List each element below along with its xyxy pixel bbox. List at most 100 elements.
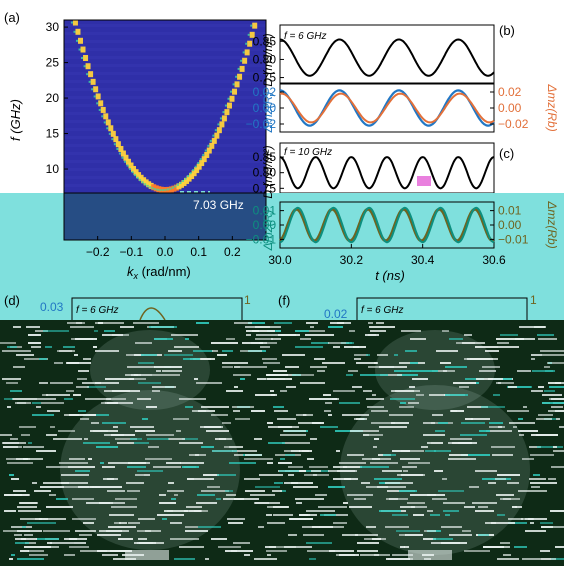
- glitch-stripe: [211, 342, 238, 344]
- glitch-stripe: [489, 426, 505, 428]
- glitch-stripe: [280, 458, 285, 460]
- glitch-stripe: [536, 418, 552, 420]
- glitch-stripe: [472, 502, 497, 504]
- heatmap-stripe: [64, 64, 266, 67]
- x-tick-label: −0.2: [86, 245, 110, 259]
- glitch-stripe: [67, 362, 79, 364]
- glitch-stripe: [392, 554, 413, 556]
- glitch-stripe: [70, 326, 94, 328]
- glitch-stripe: [442, 330, 449, 332]
- glitch-stripe: [6, 458, 30, 460]
- glitch-stripe: [492, 454, 513, 456]
- glitch-stripe: [408, 402, 419, 404]
- glitch-label: [408, 550, 452, 560]
- glitch-stripe: [142, 418, 148, 420]
- glitch-stripe: [451, 410, 464, 412]
- glitch-stripe: [400, 402, 406, 404]
- dispersion-point: [123, 154, 129, 161]
- glitch-stripe: [64, 486, 89, 488]
- glitch-stripe: [109, 514, 134, 516]
- glitch-stripe: [280, 434, 306, 436]
- glitch-stripe: [182, 438, 198, 440]
- glitch-stripe: [102, 554, 118, 556]
- glitch-stripe: [343, 502, 348, 504]
- b-ylabel-dmz: Δmz(R): [261, 92, 275, 134]
- glitch-stripe: [40, 486, 64, 488]
- glitch-stripe: [74, 542, 86, 544]
- glitch-stripe: [529, 446, 541, 448]
- glitch-stripe: [541, 558, 556, 560]
- glitch-stripe: [45, 346, 52, 348]
- y-tick-label: 0.80: [253, 166, 277, 180]
- glitch-stripe: [284, 546, 312, 548]
- dispersion-halo: [83, 65, 86, 68]
- dispersion-point: [128, 162, 134, 169]
- y-tick-label: 20: [46, 91, 60, 105]
- glitch-stripe: [547, 362, 564, 364]
- x-tick-label: 0.0: [157, 245, 174, 259]
- glitch-stripe: [196, 502, 217, 504]
- dispersion-halo: [134, 174, 137, 177]
- glitch-stripe: [288, 534, 297, 536]
- glitch-stripe: [66, 390, 74, 392]
- glitch-stripe: [28, 342, 41, 344]
- x-tick-label: 30.0: [268, 253, 292, 267]
- dispersion-halo: [81, 57, 84, 60]
- glitch-stripe: [217, 354, 227, 356]
- glitch-stripe: [4, 398, 13, 400]
- plot-frame-b-bottom: [279, 83, 495, 133]
- glitch-stripe: [360, 554, 379, 556]
- glitch-stripe: [12, 398, 37, 400]
- dispersion-halo: [98, 108, 101, 111]
- glitch-stripe: [13, 490, 26, 492]
- glitch-stripe: [475, 470, 497, 472]
- glitch-stripe: [83, 358, 91, 360]
- glitch-stripe: [225, 550, 253, 552]
- glitch-stripe: [514, 546, 527, 548]
- glitch-stripe: [397, 374, 418, 376]
- y-tick-label: 10: [46, 162, 60, 176]
- glitch-stripe: [149, 326, 177, 328]
- glitch-stripe: [135, 474, 144, 476]
- glitch-stripe: [255, 338, 273, 340]
- dispersion-halo: [154, 188, 157, 191]
- glitch-stripe: [485, 522, 496, 524]
- glitch-stripe: [255, 502, 280, 504]
- x-tick-label: 0.2: [224, 245, 241, 259]
- glitch-stripe: [154, 338, 173, 340]
- glitch-stripe: [389, 498, 398, 500]
- dispersion-halo: [187, 175, 190, 178]
- glitch-stripe: [168, 482, 174, 484]
- glitch-stripe: [26, 326, 40, 328]
- glitch-stripe: [159, 502, 176, 504]
- glitch-stripe: [64, 398, 73, 400]
- dispersion-point: [201, 156, 207, 163]
- glitch-stripe: [513, 426, 517, 428]
- glitch-stripe: [126, 482, 144, 484]
- glitch-stripe: [57, 350, 72, 352]
- glitch-stripe: [15, 538, 37, 540]
- glitch-stripe: [314, 358, 325, 360]
- glitch-stripe: [550, 510, 564, 512]
- glitch-stripe: [179, 546, 204, 548]
- glitch-stripe: [369, 326, 395, 328]
- glitch-stripe: [201, 406, 229, 408]
- glitch-stripe: [19, 426, 36, 428]
- glitch-stripe: [380, 374, 402, 376]
- dispersion-halo: [230, 90, 233, 93]
- glitch-stripe: [217, 474, 236, 476]
- glitch-stripe: [374, 438, 379, 440]
- glitch-stripe: [307, 550, 335, 552]
- glitch-stripe: [462, 530, 471, 532]
- glitch-stripe: [105, 402, 133, 404]
- glitch-stripe: [42, 394, 48, 396]
- glitch-stripe: [431, 442, 443, 444]
- dispersion-point: [95, 93, 101, 100]
- dispersion-halo: [146, 184, 149, 187]
- glitch-stripe: [80, 550, 107, 552]
- x-axis-title: kx (rad/nm): [127, 264, 191, 281]
- glitch-label: [125, 550, 169, 560]
- dispersion-halo: [232, 83, 235, 86]
- glitch-stripe: [170, 522, 182, 524]
- y-tick-label: 0.75: [253, 181, 277, 195]
